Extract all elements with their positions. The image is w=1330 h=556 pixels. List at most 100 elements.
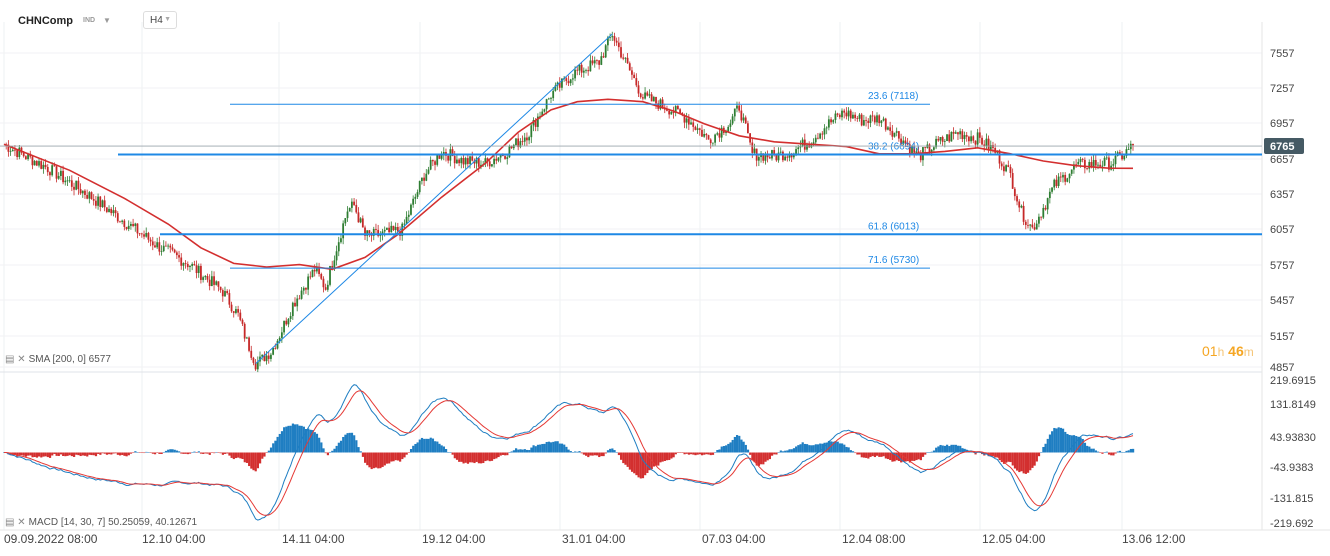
candle-body <box>276 340 279 349</box>
macd-histogram-bar <box>204 452 207 454</box>
symbol-dropdown-icon[interactable]: ▼ <box>103 16 111 25</box>
candle <box>589 55 592 72</box>
macd-histogram-bar <box>1057 427 1060 453</box>
candle-body <box>53 165 56 167</box>
macd-indicator-label[interactable]: ▤ ✕ MACD [14, 30, 7] 50.25059, 40.12671 <box>5 517 198 528</box>
macd-histogram-bar <box>834 441 837 453</box>
candle-body <box>243 323 246 339</box>
candle <box>812 138 815 147</box>
macd-histogram-bar <box>94 452 98 457</box>
macd-histogram-bar <box>16 452 19 457</box>
candle-body <box>407 214 410 217</box>
candle-body <box>35 161 38 166</box>
macd-histogram-bar <box>202 452 205 454</box>
macd-histogram-bar <box>167 449 170 453</box>
macd-histogram-bar <box>1022 452 1025 474</box>
candle-body <box>985 138 988 147</box>
price-tick-label: 6057 <box>1270 224 1294 236</box>
candle-body <box>668 110 671 115</box>
macd-histogram-bar <box>263 452 266 457</box>
macd-histogram-bar <box>57 452 60 456</box>
candle-body <box>709 139 712 144</box>
macd-histogram-bar <box>711 452 715 455</box>
candle-body <box>1044 207 1047 210</box>
candle <box>578 64 581 76</box>
macd-histogram-bar <box>534 446 537 453</box>
macd-histogram-bar <box>1066 433 1069 453</box>
candle <box>556 81 559 91</box>
candle <box>221 288 224 302</box>
candle-body <box>939 136 942 141</box>
symbol-name[interactable]: CHNComp <box>18 15 73 27</box>
macd-histogram-bar <box>361 452 365 457</box>
candle <box>68 176 71 183</box>
indicator-settings-icon[interactable]: ▤ ✕ <box>5 517 26 528</box>
indicator-settings-icon[interactable]: ▤ ✕ <box>5 354 26 365</box>
macd-histogram-bar <box>407 452 410 453</box>
macd-histogram-bar <box>849 450 852 453</box>
candle <box>280 326 283 343</box>
macd-histogram-bar <box>1002 452 1006 464</box>
candle <box>652 95 655 102</box>
macd-histogram-bar <box>718 449 721 453</box>
macd-histogram-bar <box>646 452 649 473</box>
candle-body <box>462 158 465 165</box>
candle <box>1062 172 1064 183</box>
macd-histogram-bar <box>880 452 883 457</box>
macd-histogram-bar <box>963 448 966 453</box>
candle-body <box>567 81 570 84</box>
candle <box>508 144 511 158</box>
candle <box>571 73 574 86</box>
candle <box>156 237 159 249</box>
macd-histogram-bar <box>902 452 905 462</box>
macd-histogram-bar <box>663 452 666 461</box>
candle <box>353 197 355 207</box>
timeframe-select[interactable]: H4 ▼ <box>143 11 177 29</box>
candle-body <box>252 357 255 363</box>
candle-body <box>1048 191 1051 199</box>
candle <box>1003 161 1005 176</box>
candle <box>1057 173 1060 189</box>
candle <box>876 112 878 126</box>
candle-body <box>127 225 130 230</box>
candle <box>431 159 434 167</box>
candle-body <box>558 82 561 88</box>
candle <box>753 143 756 154</box>
candle-body <box>904 140 907 144</box>
candle <box>385 227 388 231</box>
macd-histogram-bar <box>83 452 87 456</box>
macd-histogram-bar <box>191 452 194 453</box>
candle <box>830 117 832 125</box>
macd-histogram-bar <box>974 452 977 455</box>
candle-body <box>396 226 399 232</box>
candle-body <box>488 161 491 167</box>
candle-body <box>937 138 940 141</box>
candle-body <box>1079 159 1082 162</box>
macd-histogram-bar <box>291 423 295 453</box>
candle-body <box>33 161 36 166</box>
macd-histogram-bar <box>738 435 741 453</box>
macd-histogram-bar <box>479 452 483 464</box>
candle <box>252 356 255 366</box>
macd-histogram-bar <box>90 452 93 456</box>
candle-body <box>160 251 163 252</box>
macd-histogram-bar <box>827 440 831 453</box>
candle <box>1086 168 1088 171</box>
macd-histogram-bar <box>1013 452 1017 469</box>
candle <box>690 118 692 125</box>
candle <box>860 112 863 127</box>
macd-histogram-bar <box>514 448 518 453</box>
macd-histogram-bar <box>1011 452 1014 466</box>
sma-indicator-label[interactable]: ▤ ✕ SMA [200, 0] 6577 <box>5 354 111 365</box>
candle <box>241 318 244 327</box>
macd-histogram-bar <box>810 445 813 453</box>
candle <box>40 158 43 170</box>
macd-histogram-bar <box>219 452 222 454</box>
macd-histogram-bar <box>403 452 406 458</box>
candle-body <box>320 273 323 279</box>
candle-body <box>762 153 765 161</box>
macd-histogram-bar <box>919 452 922 461</box>
macd-histogram-bar <box>755 452 758 466</box>
candle-body <box>81 190 84 194</box>
